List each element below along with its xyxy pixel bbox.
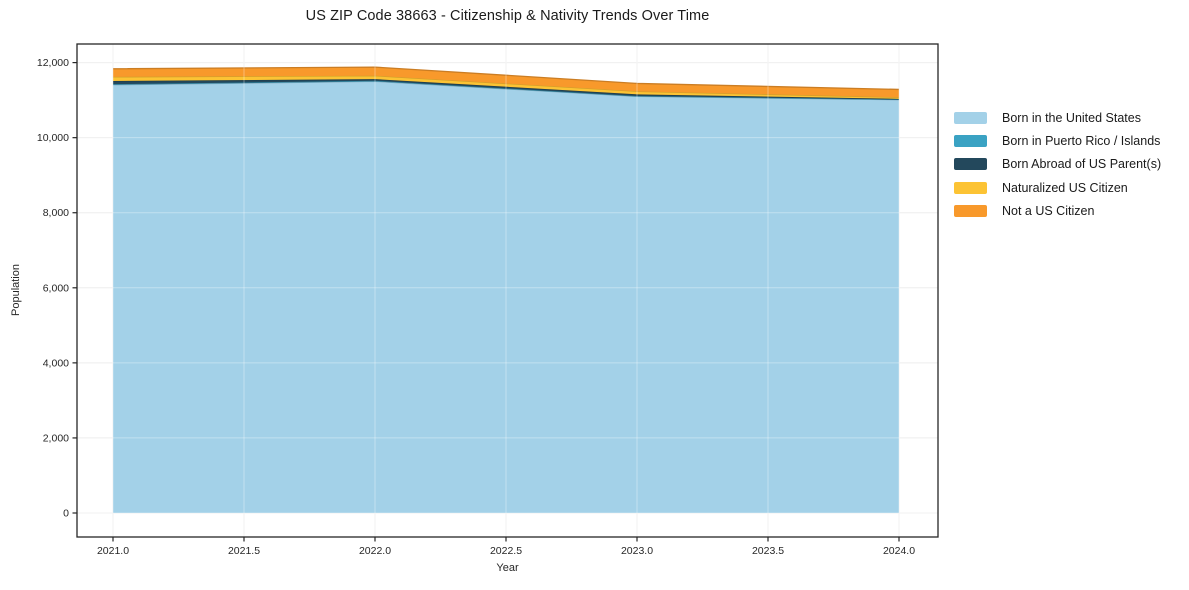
legend: Born in the United States Born in Puerto … (954, 106, 1161, 223)
area-series (113, 81, 899, 513)
x-tick-label: 2023.5 (752, 545, 784, 557)
x-tick-label: 2023.0 (621, 545, 653, 557)
area-series (113, 79, 899, 100)
x-tick-label: 2021.5 (228, 545, 260, 557)
legend-swatch-icon (954, 111, 987, 124)
legend-swatch-icon (954, 135, 987, 148)
x-tick-label: 2022.0 (359, 545, 391, 557)
chart-title: US ZIP Code 38663 - Citizenship & Nativi… (305, 8, 710, 24)
legend-label: Born in Puerto Rico / Islands (1002, 134, 1161, 149)
legend-item: Born in Puerto Rico / Islands (954, 129, 1161, 152)
legend-swatch-icon (954, 158, 987, 171)
legend-item: Naturalized US Citizen (954, 176, 1161, 199)
legend-swatch-icon (954, 181, 987, 194)
x-tick-label: 2022.5 (490, 545, 522, 557)
legend-label: Born Abroad of US Parent(s) (1002, 157, 1162, 172)
legend-label: Born in the United States (1002, 110, 1141, 125)
legend-item: Born Abroad of US Parent(s) (954, 153, 1161, 176)
y-tick-label: 6,000 (43, 282, 69, 294)
y-axis-label: Population (10, 264, 22, 316)
legend-item: Not a US Citizen (954, 200, 1161, 223)
area-series-edge (112, 66, 900, 91)
legend-item: Born in the United States (954, 106, 1161, 129)
x-axis-label: Year (496, 562, 519, 574)
y-tick-label: 2,000 (43, 432, 69, 444)
x-tick-label: 2021.0 (97, 545, 129, 557)
legend-label: Not a US Citizen (1002, 204, 1095, 219)
y-tick-label: 4,000 (43, 357, 69, 369)
y-tick-label: 10,000 (37, 132, 69, 144)
y-tick-label: 0 (63, 508, 69, 520)
area-series (113, 67, 899, 98)
y-tick-label: 8,000 (43, 207, 69, 219)
y-tick-label: 12,000 (37, 57, 69, 69)
legend-label: Naturalized US Citizen (1002, 180, 1128, 195)
legend-swatch-icon (954, 205, 987, 218)
x-tick-label: 2024.0 (883, 545, 915, 557)
plot-border (76, 43, 939, 538)
